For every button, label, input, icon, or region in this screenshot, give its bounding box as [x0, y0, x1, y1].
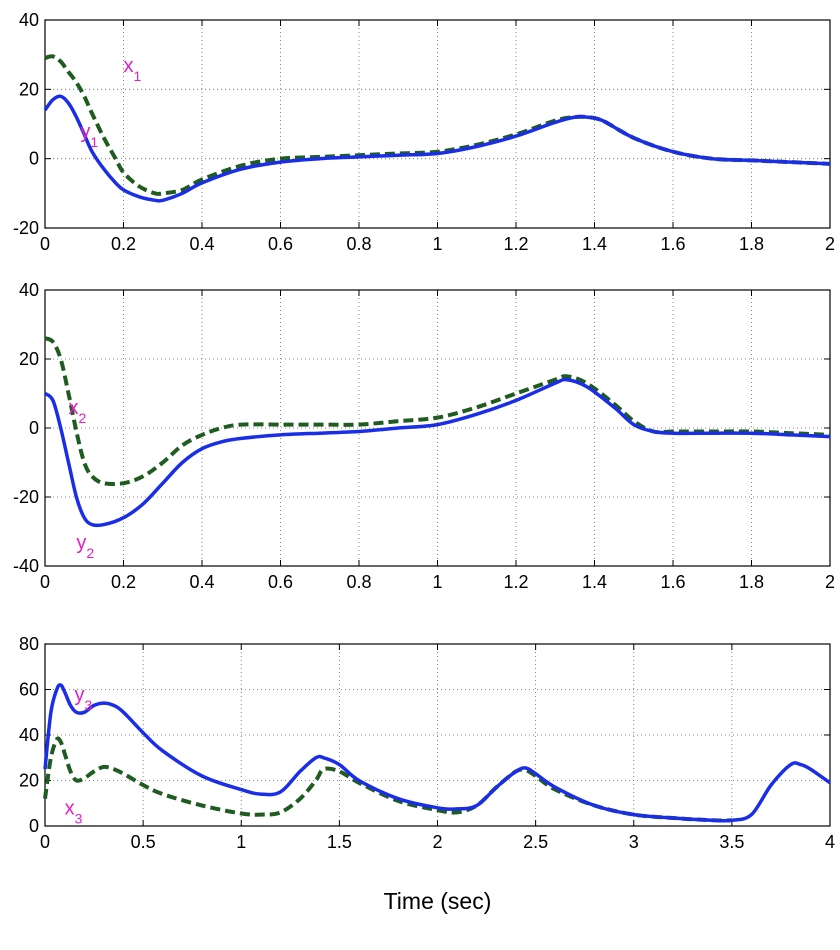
x-tick-label: 3 [629, 832, 639, 852]
x-tick-label: 0.6 [268, 234, 293, 254]
x-tick-label: 1 [432, 572, 442, 592]
y-tick-label: -40 [13, 556, 39, 576]
x-tick-label: 3.5 [719, 832, 744, 852]
x-tick-label: 0.2 [111, 572, 136, 592]
y-tick-label: 0 [29, 418, 39, 438]
y-tick-label: 20 [19, 349, 39, 369]
series-annotation: y3 [74, 684, 92, 713]
y-tick-label: 0 [29, 149, 39, 169]
x-tick-label: 0 [40, 832, 50, 852]
series-annotation: x2 [69, 397, 87, 426]
x-tick-label: 0.6 [268, 572, 293, 592]
y-tick-label: 80 [19, 634, 39, 654]
series-annotation: x1 [124, 55, 142, 84]
x-tick-label: 1.4 [582, 234, 607, 254]
y-tick-label: 40 [19, 10, 39, 30]
x-tick-label: 0.5 [131, 832, 156, 852]
x-tick-label: 2 [825, 234, 835, 254]
x-tick-label: 1.6 [660, 572, 685, 592]
x-tick-label: 1 [432, 234, 442, 254]
x-tick-label: 4 [825, 832, 835, 852]
x-tick-label: 0.4 [189, 572, 214, 592]
x-tick-label: 1.6 [660, 234, 685, 254]
x-tick-label: 2.5 [523, 832, 548, 852]
y-tick-label: -20 [13, 487, 39, 507]
x-tick-label: 1.2 [503, 572, 528, 592]
x-tick-label: 0.4 [189, 234, 214, 254]
axes-layer: 0 0.2 0.4 0.6 0.8 1 1.2 1.4 1.6 1.8 2-2002040x1y10… [13, 10, 835, 914]
subplot-2: 0 0.2 0.4 0.6 0.8 1 1.2 1.4 1.6 1.8 2 -40 -20 0 20 40 x2… [13, 280, 835, 592]
x-tick-label: 0 [40, 234, 50, 254]
y-tick-label: 20 [19, 79, 39, 99]
x-tick-label: 0.8 [346, 572, 371, 592]
x-tick-label: 1 [236, 832, 246, 852]
x-tick-label: 0.2 [111, 234, 136, 254]
x-tick-label: 2 [825, 572, 835, 592]
series-annotation: y1 [80, 121, 98, 150]
x-tick-label: 0.8 [346, 234, 371, 254]
series-line-x2 [44, 336, 831, 487]
y-tick-label: -20 [13, 218, 39, 238]
series-line-y2 [43, 377, 831, 528]
y-tick-label: 40 [19, 280, 39, 300]
x-tick-label: 1.2 [503, 234, 528, 254]
y-tick-label: 20 [19, 771, 39, 791]
x-tick-label: 1.8 [739, 234, 764, 254]
series-annotation: x3 [65, 798, 83, 827]
series-line-y1 [43, 94, 831, 203]
x-tick-label: 1.8 [739, 572, 764, 592]
x-tick-label: 1.5 [327, 832, 352, 852]
y-tick-label: 0 [29, 816, 39, 836]
x-tick-label: 1.4 [582, 572, 607, 592]
y-tick-label: 60 [19, 680, 39, 700]
x-axis-title: Time (sec) [384, 888, 492, 914]
x-tick-label: 0 [40, 572, 50, 592]
series-line-x3 [43, 736, 732, 823]
y-tick-label: 40 [19, 725, 39, 745]
x-tick-label: 2 [432, 832, 442, 852]
series-line-y3 [43, 683, 832, 823]
series-annotation: y2 [76, 532, 94, 561]
